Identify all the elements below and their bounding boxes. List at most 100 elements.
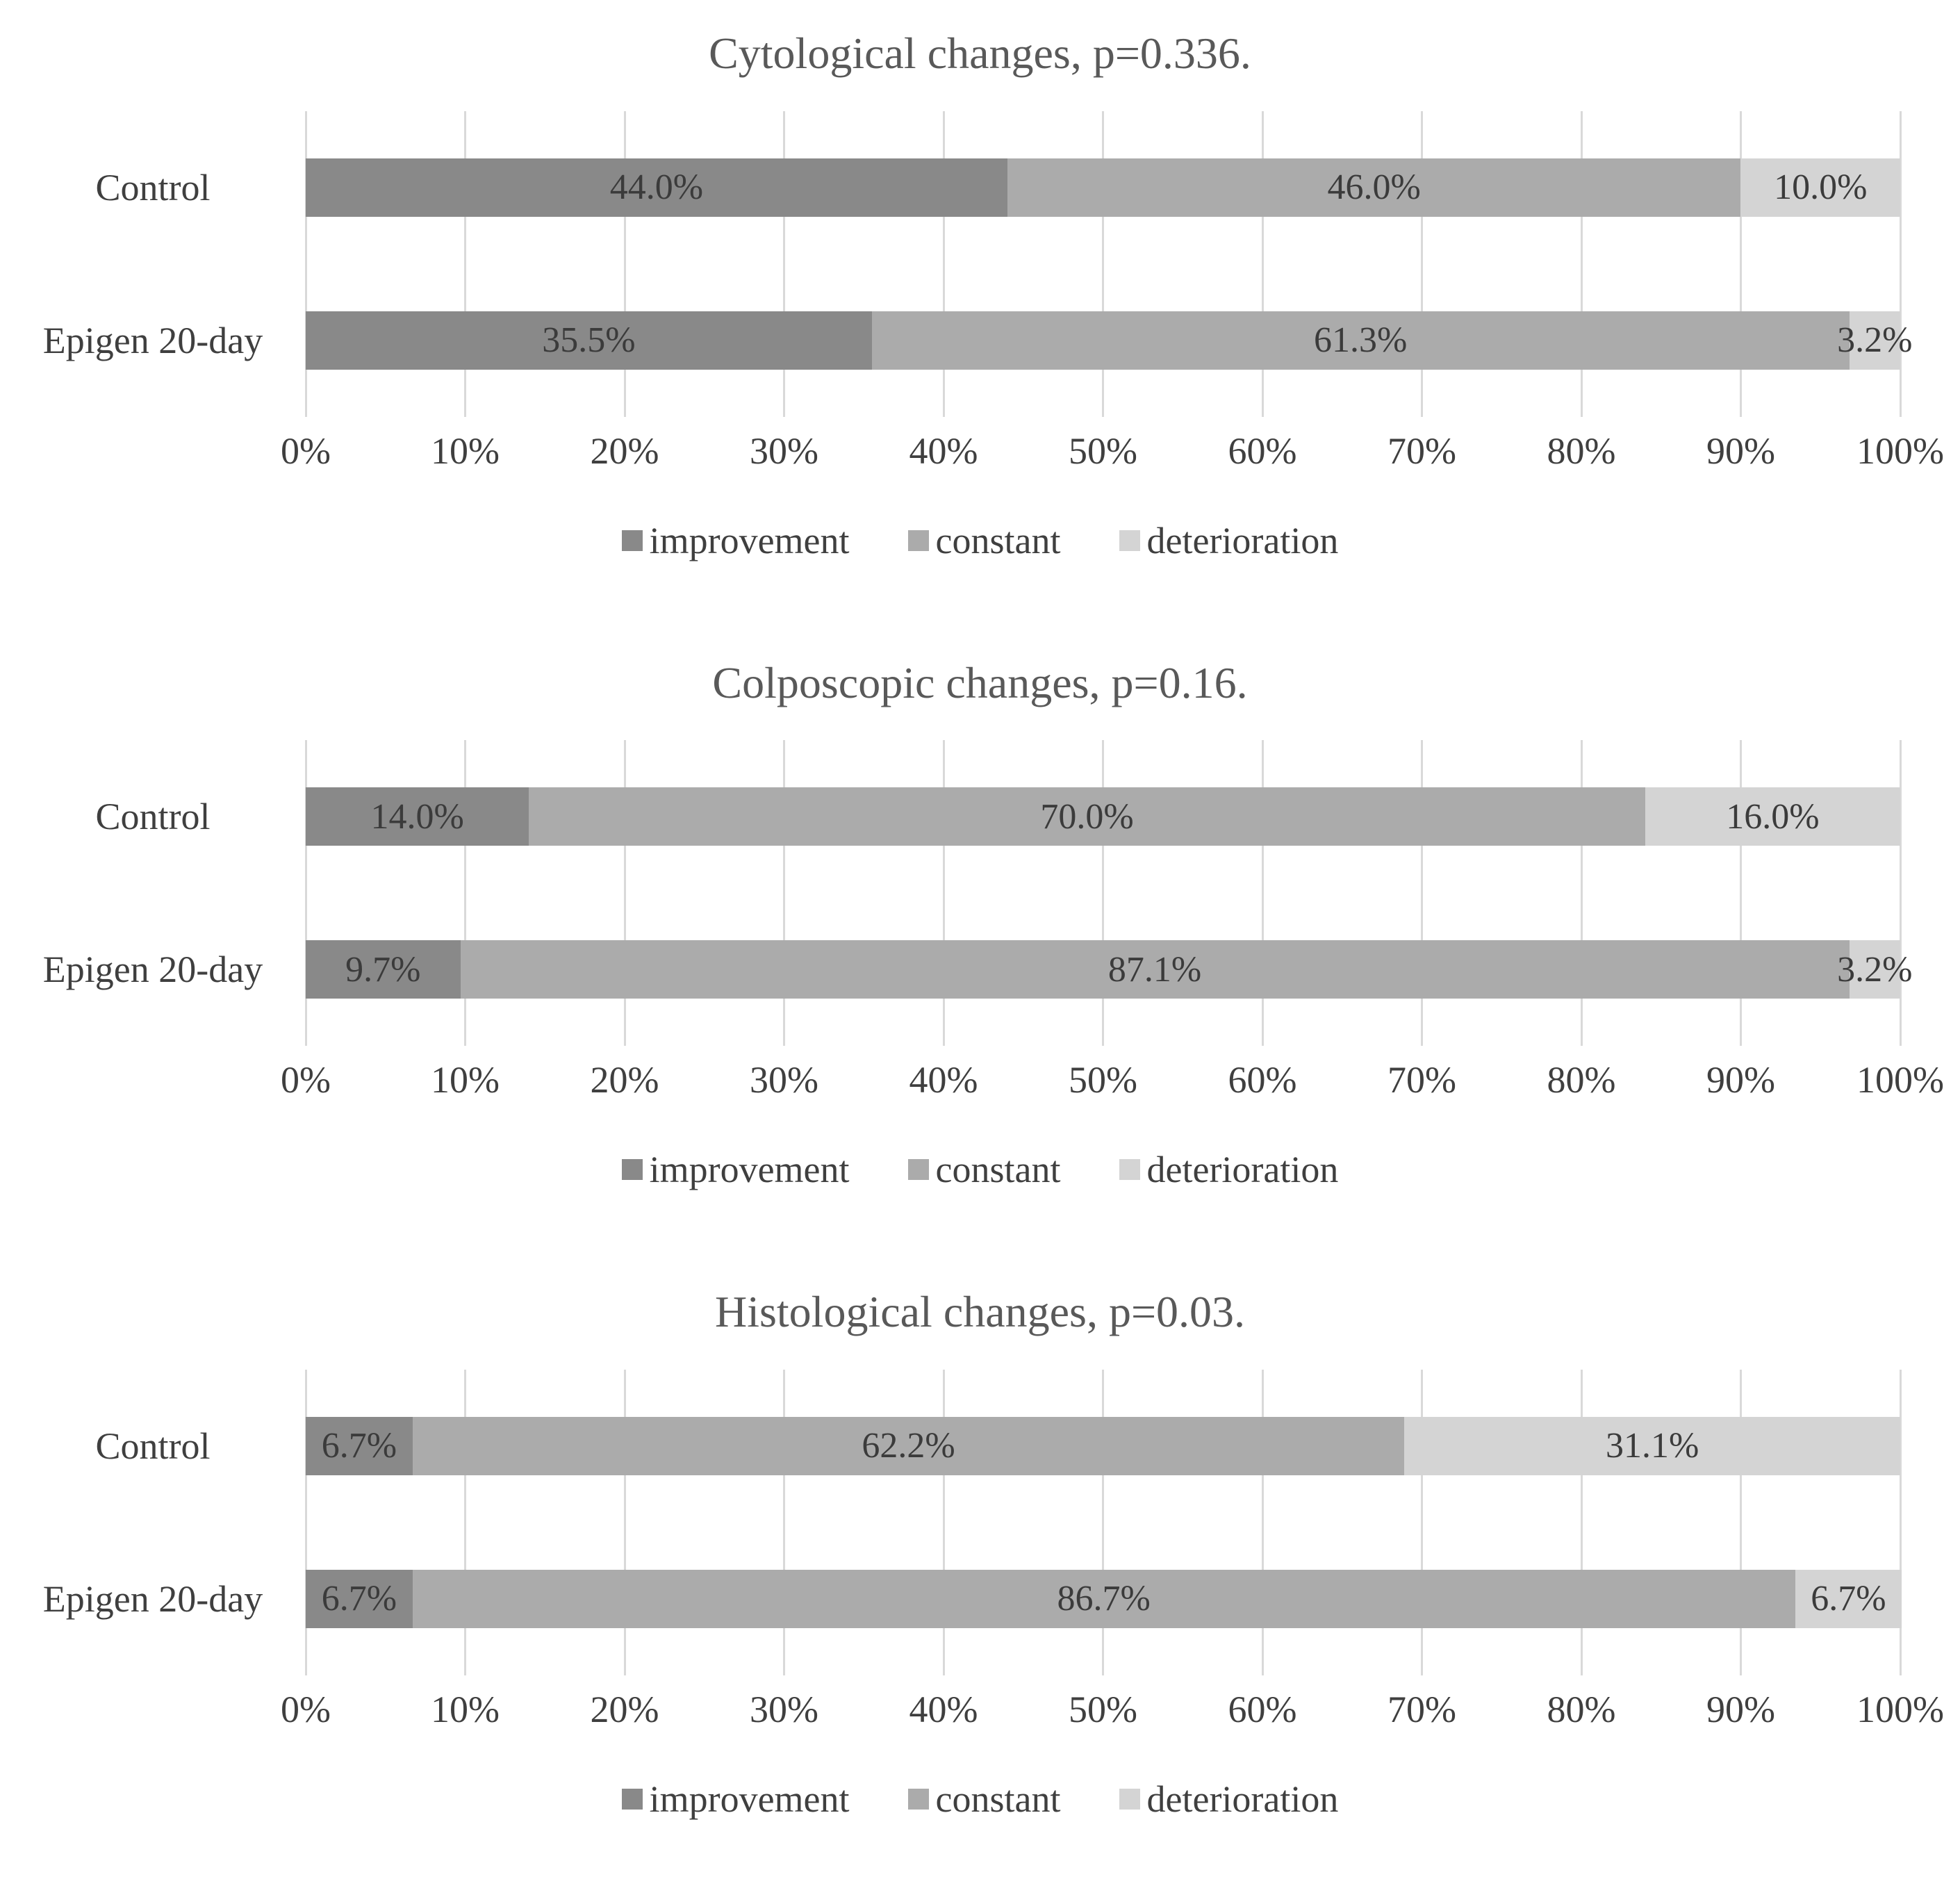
data-label: 62.2% (862, 1426, 955, 1466)
legend-swatch-icon (621, 1159, 643, 1181)
gridline (623, 1369, 626, 1675)
legend-item-constant: constant (907, 1148, 1061, 1191)
chart-body: Control Epigen 20-day 44.0% 46.0% 10.0% 35.5%… (0, 110, 1960, 417)
gridline (464, 1369, 466, 1675)
legend-label: constant (935, 519, 1061, 561)
bar-row: 6.7% 62.2% 31.1% (306, 1370, 1900, 1523)
x-axis-ticks: 0% 10% 20% 30% 40% 50% 60% 70% 80% 90% 100% (281, 1058, 1944, 1108)
bar-segment-deterioration: 10.0% (1740, 158, 1900, 217)
legend-label: constant (935, 1149, 1061, 1191)
data-label: 46.0% (1327, 167, 1421, 208)
gridline (623, 110, 626, 417)
x-axis-tick: 90% (1706, 1688, 1775, 1730)
data-label: 44.0% (609, 167, 704, 208)
gridline (623, 740, 626, 1047)
legend-swatch-icon (621, 1788, 643, 1810)
bar-segment-improvement: 9.7% (306, 940, 461, 999)
bar-segment-constant: 62.2% (412, 1416, 1405, 1475)
x-axis-tick: 50% (1069, 1688, 1137, 1730)
legend-item-deterioration: deterioration (1119, 1148, 1339, 1191)
legend-label: deterioration (1146, 1778, 1339, 1820)
x-axis-tick: 50% (1069, 1059, 1137, 1101)
data-label: 6.7% (1811, 1579, 1886, 1619)
x-axis-spacer (0, 1675, 306, 1738)
x-axis-tick: 100% (1856, 1688, 1944, 1730)
bar-row: 6.7% 86.7% 6.7% (306, 1523, 1902, 1675)
gridline (1580, 110, 1583, 417)
x-axis-tick: 80% (1547, 1688, 1616, 1730)
gridline (783, 1369, 785, 1675)
gridline (1261, 1369, 1264, 1675)
x-axis-ticks: 0% 10% 20% 30% 40% 50% 60% 70% 80% 90% 100% (281, 429, 1944, 479)
x-axis-tick: 60% (1228, 1059, 1297, 1101)
gridline (1740, 1369, 1742, 1675)
gridline (1102, 1369, 1104, 1675)
bar-row: 14.0% 70.0% 16.0% (306, 740, 1900, 893)
data-label: 14.0% (370, 796, 464, 837)
data-label: 61.3% (1313, 320, 1408, 361)
x-axis-tick: 40% (909, 1059, 978, 1101)
legend-label: deterioration (1146, 1149, 1339, 1191)
gridline (783, 740, 785, 1047)
legend-label: constant (935, 1778, 1061, 1820)
category-label: Control (95, 1425, 211, 1467)
x-axis-tick: 0% (281, 1059, 331, 1101)
bar-row: 35.5% 61.3% 3.2% (306, 264, 1912, 417)
chart-title: Histological changes, p=0.03. (714, 1287, 1246, 1337)
bar-segment-constant: 86.7% (412, 1569, 1795, 1628)
stacked-bar-chart-3: Histological changes, p=0.03. Control Epig… (0, 1268, 1960, 1821)
legend-swatch-icon (1119, 1159, 1140, 1181)
chart-body: Control Epigen 20-day 14.0% 70.0% 16.0% 9.7% 8… (0, 740, 1960, 1047)
legend: improvement constant deterioration (0, 518, 1960, 563)
bar-segment-deterioration: 31.1% (1404, 1416, 1900, 1475)
gridline (1740, 110, 1742, 417)
gridline (1421, 740, 1423, 1047)
legend: improvement constant deterioration (0, 1777, 1960, 1821)
gridline (304, 1369, 307, 1675)
data-label: 6.7% (321, 1579, 397, 1619)
charts-root: Cytological changes, p=0.336. Control Epig… (0, 10, 1960, 1821)
legend-label: deterioration (1146, 519, 1339, 561)
category-axis: Control Epigen 20-day (0, 111, 306, 417)
legend-swatch-icon (621, 530, 643, 551)
data-label: 3.2% (1837, 320, 1913, 361)
bar-segment-improvement: 35.5% (306, 311, 872, 370)
x-axis-tick: 0% (281, 429, 331, 472)
x-axis-spacer (0, 417, 306, 479)
chart-body: Control Epigen 20-day 6.7% 62.2% 31.1% 6.7% 86… (0, 1369, 1960, 1675)
x-axis-tick: 80% (1547, 429, 1616, 472)
data-label: 86.7% (1057, 1579, 1151, 1619)
legend-item-improvement: improvement (621, 1778, 850, 1821)
legend-label: improvement (649, 1149, 850, 1191)
gridline (1580, 740, 1583, 1047)
x-axis-tick: 40% (909, 1688, 978, 1730)
category-label: Epigen 20-day (42, 949, 263, 991)
data-label: 9.7% (345, 949, 421, 990)
x-axis-spacer (0, 1046, 306, 1108)
gridline (464, 110, 466, 417)
bar-row: 9.7% 87.1% 3.2% (306, 893, 1912, 1046)
plot-area: 44.0% 46.0% 10.0% 35.5% 61.3% 3.2% (304, 110, 1912, 417)
category-label: Epigen 20-day (42, 1577, 263, 1620)
x-axis-tick: 30% (750, 1688, 818, 1730)
plot-area: 6.7% 62.2% 31.1% 6.7% 86.7% 6.7% (304, 1369, 1902, 1675)
gridline (464, 740, 466, 1047)
category-axis: Control Epigen 20-day (0, 740, 306, 1046)
stacked-bar-chart-1: Cytological changes, p=0.336. Control Epig… (0, 10, 1960, 563)
gridline (1421, 110, 1423, 417)
data-label: 16.0% (1726, 796, 1820, 837)
x-axis-tick: 90% (1706, 429, 1775, 472)
gridline (304, 740, 307, 1047)
x-axis: 0% 10% 20% 30% 40% 50% 60% 70% 80% 90% 100% (0, 1046, 1960, 1108)
legend-item-deterioration: deterioration (1119, 1778, 1339, 1821)
bar-segment-deterioration: 16.0% (1645, 787, 1900, 846)
x-axis-tick: 20% (590, 429, 659, 472)
x-axis-tick: 100% (1856, 429, 1944, 472)
x-axis-tick: 60% (1228, 429, 1297, 472)
gridline (1261, 740, 1264, 1047)
chart-title: Cytological changes, p=0.336. (709, 28, 1251, 78)
data-label: 10.0% (1774, 167, 1868, 208)
bar-segment-improvement: 6.7% (306, 1569, 413, 1628)
data-label: 35.5% (542, 320, 636, 361)
legend-swatch-icon (1119, 1788, 1140, 1810)
